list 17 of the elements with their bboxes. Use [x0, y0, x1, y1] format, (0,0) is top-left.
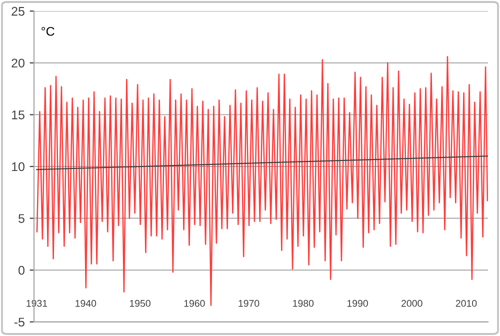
y-tick-label: 0: [18, 266, 24, 275]
y-tick-label: 10: [12, 162, 24, 172]
x-tick-label: 1931: [26, 300, 48, 307]
y-tick-label: 15: [12, 110, 24, 120]
x-tick-label: 1990: [347, 300, 368, 307]
x-tick-label: 1970: [238, 300, 260, 307]
y-tick-label: 25: [12, 6, 24, 16]
x-tick-label: 2000: [402, 300, 422, 307]
x-tick-label: 1960: [184, 300, 205, 307]
x-tick-label: 2010: [456, 300, 477, 307]
y-tick-label: -5: [14, 318, 24, 327]
x-tick-label: 1950: [130, 300, 150, 307]
x-tick-label: 1940: [76, 300, 96, 307]
y-tick-label: 20: [12, 58, 24, 68]
x-tick-label: 1980: [293, 300, 314, 307]
annotation: °C: [42, 26, 54, 36]
y-tick-label: 5: [18, 214, 24, 223]
